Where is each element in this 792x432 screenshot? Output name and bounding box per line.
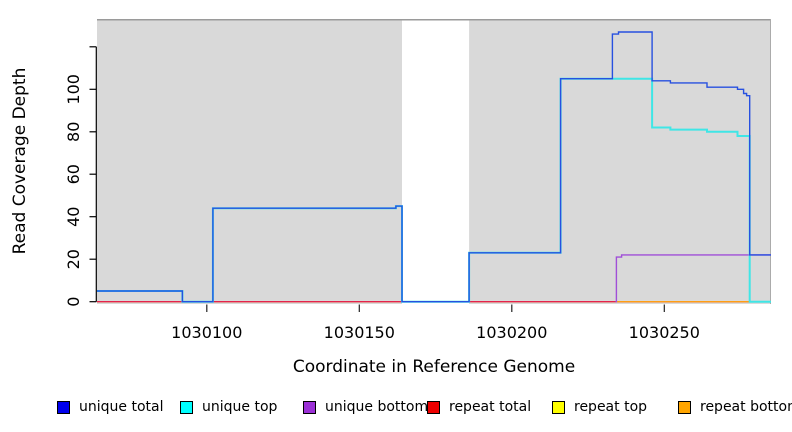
legend-item-unique-top: unique top [180, 399, 277, 415]
legend-item-repeat-bottom: repeat bottom [678, 399, 792, 415]
y-tick-label: 80 [64, 122, 83, 142]
legend-item-repeat-top: repeat top [552, 399, 647, 415]
x-tick-label: 1030250 [629, 323, 700, 342]
legend-swatch-repeat-total [427, 400, 440, 414]
y-tick-label: 20 [64, 249, 83, 269]
plot-bg-region [469, 19, 771, 304]
legend-label: repeat top [574, 399, 648, 415]
legend-swatch-repeat-bottom [678, 400, 691, 414]
legend-swatch-repeat-top [552, 400, 565, 414]
y-tick-label: 100 [64, 74, 83, 105]
legend-item-unique-bottom: unique bottom [303, 399, 428, 415]
series-unique-bottom [615, 254, 771, 303]
legend: unique total unique top unique bottom re… [0, 396, 792, 424]
legend-swatch-unique-total [57, 400, 70, 414]
x-tick-label: 1030150 [324, 323, 395, 342]
plot-bg-region [97, 19, 402, 304]
legend-item-unique-total: unique total [57, 399, 163, 415]
y-tick-label: 0 [64, 297, 83, 307]
legend-swatch-unique-top [180, 400, 193, 414]
legend-swatch-unique-bottom [303, 400, 316, 414]
y-tick-label: 40 [64, 207, 83, 227]
legend-label: unique total [79, 399, 164, 415]
y-axis-title: Read Coverage Depth [10, 67, 30, 255]
legend-label: repeat total [449, 399, 532, 415]
x-tick-label: 1030100 [171, 323, 242, 342]
legend-label: unique top [202, 399, 278, 415]
x-axis-title: Coordinate in Reference Genome [292, 357, 576, 377]
x-tick-label: 1030200 [476, 323, 547, 342]
y-tick-label: 60 [64, 164, 83, 184]
legend-label: unique bottom [325, 399, 429, 415]
series-unique-total [97, 31, 771, 303]
legend-item-repeat-total: repeat total [427, 399, 531, 415]
legend-label: repeat bottom [700, 399, 792, 415]
